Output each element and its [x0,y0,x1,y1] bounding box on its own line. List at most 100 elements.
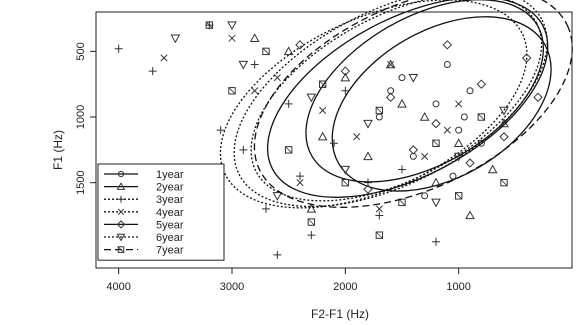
data-point-2year-13 [419,111,430,121]
data-point-1year-0 [398,74,406,82]
x-tick-label: 1000 [446,281,470,293]
marker-square-outline [284,146,293,154]
data-point-3year-16 [296,172,304,181]
axes: 4000 3000 2000 1000 500 1000 1500 [75,11,573,293]
x-tick-label: 2000 [333,281,357,293]
data-point-5year-8 [533,92,543,103]
data-point-3year-9 [307,231,316,240]
data-point-2year-5 [431,177,441,187]
y-axis-title: F1 (Hz) [51,130,65,170]
data-point-1year-6 [443,61,451,69]
data-point-6year-0 [170,34,181,44]
data-point-6year-2 [306,93,317,103]
data-point-5year-7 [465,158,475,168]
legend-marker-2year [116,182,126,190]
legend-label-3year: 3year [156,194,184,206]
data-point-3year-7 [216,126,225,135]
series-2year [249,0,549,220]
series-7year [205,0,573,239]
legend-label-7year: 7year [156,245,184,257]
data-point-5year-11 [442,40,453,50]
data-point-5year-0 [295,40,305,50]
y-tick-label: 500 [75,42,87,60]
plot-area [114,0,573,259]
data-point-4year-4 [353,133,361,141]
x-axis-title: F2-F1 (Hz) [311,307,369,321]
data-point-5year-10 [499,132,509,142]
data-point-2year-10 [385,59,396,69]
data-point-7year-8 [284,146,293,154]
data-point-4year-9 [251,87,259,95]
data-point-3year-17 [375,211,384,220]
marker-square-outline [375,106,384,115]
data-point-4year-5 [387,60,395,69]
data-point-3year-4 [284,99,293,108]
marker-square-outline [375,231,384,239]
data-point-4year-6 [421,152,429,160]
marker-square-slash [228,87,236,95]
legend-entry-1year: 1year [104,169,184,181]
legend-entry-2year: 2year [104,182,184,194]
marker-square-slash [477,113,485,121]
data-point-3year-10 [398,165,406,174]
data-point-6year-9 [272,192,283,201]
marker-square-outline [205,21,214,29]
data-point-2year-2 [397,98,407,108]
data-point-2year-0 [283,46,294,56]
data-point-6year-5 [453,152,464,162]
data-point-3year-3 [250,60,259,69]
data-point-7year-9 [454,192,463,200]
marker-square-slash [432,139,440,147]
data-point-4year-11 [443,126,451,134]
data-point-2year-7 [363,151,373,161]
legend-box [97,163,225,261]
data-point-4year-1 [228,34,236,42]
data-point-4year-3 [319,106,327,115]
legend-label-6year: 6year [156,232,184,244]
legend-entry-5year: 5year [104,219,184,231]
marker-square-slash [285,146,293,154]
data-point-6year-8 [499,106,509,116]
legend-entry-3year: 3year [104,194,184,206]
data-point-2year-8 [306,203,317,213]
legend-entry-6year: 6year [104,232,184,244]
data-point-7year-12 [500,178,508,187]
data-point-1year-8 [421,192,429,200]
data-point-7year-13 [307,218,316,226]
legend-marker-7year [117,246,125,253]
marker-square-slash [455,192,463,200]
legend-marker-3year [117,195,125,203]
marker-square-slash [398,198,406,206]
legend-entry-4year: 4year [104,207,184,219]
data-point-4year-10 [375,205,383,213]
x-tick-label: 4000 [106,281,130,293]
marker-square-slash [375,106,383,114]
y-tick-label: 1500 [75,170,87,194]
data-point-5year-6 [408,145,419,155]
data-point-5year-4 [476,79,487,89]
data-point-2year-1 [340,72,351,82]
marker-square-slash [307,218,315,226]
data-point-2year-11 [487,164,498,174]
data-point-3year-12 [239,145,248,154]
data-point-4year-7 [296,179,304,187]
data-point-5year-2 [385,92,396,103]
data-point-5year-1 [340,66,351,76]
data-point-6year-3 [363,119,373,129]
legend-label-4year: 4year [156,207,184,219]
data-point-3year-14 [273,250,282,259]
legend-entry-7year: 7year [104,245,184,257]
marker-square-outline [454,192,463,200]
legend-marker-4year [117,208,125,215]
data-point-1year-2 [455,126,463,134]
data-point-5year-3 [431,118,441,129]
data-point-2year-9 [465,210,475,220]
marker-square-outline [500,178,508,187]
y-tick-label: 1000 [75,105,87,129]
marker-square-outline [318,80,327,88]
data-point-7year-4 [432,139,440,147]
legend-marker-6year [116,233,126,242]
data-point-7year-2 [318,80,327,88]
